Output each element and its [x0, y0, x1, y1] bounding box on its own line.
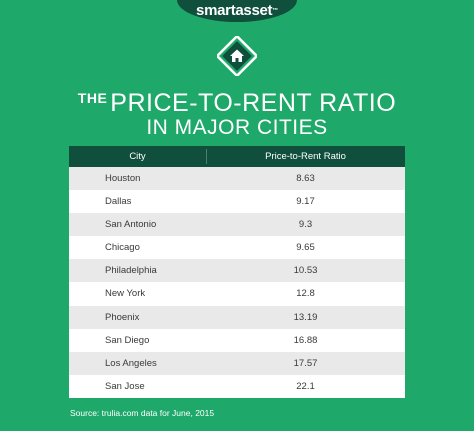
ratio-cell: 10.53 — [293, 265, 318, 277]
city-cell: Dallas — [105, 196, 132, 208]
table-row: Houston 8.63 — [69, 167, 405, 191]
brand-trademark: ™ — [272, 8, 278, 14]
page-title: THE PRICE-TO-RENT RATIO — [0, 84, 474, 117]
city-cell: San Diego — [105, 334, 150, 346]
home-icon — [217, 36, 257, 76]
title-prefix: THE — [77, 90, 108, 106]
brand-logo: smartasset™ — [177, 0, 297, 22]
table-row: San Antonio 9.3 — [69, 213, 405, 237]
column-header-city: City — [129, 151, 146, 162]
table-row: New York 12.8 — [69, 282, 405, 306]
ratio-cell: 9.17 — [296, 196, 315, 208]
city-cell: San Jose — [105, 380, 145, 392]
ratio-table: City Price-to-Rent Ratio Houston 8.63 Dal… — [69, 146, 405, 398]
table-header: City Price-to-Rent Ratio — [69, 146, 405, 167]
table-row: San Jose 22.1 — [69, 374, 405, 398]
ratio-cell: 12.8 — [296, 288, 315, 300]
city-cell: San Antonio — [105, 219, 157, 231]
source-note: Source: trulia.com data for June, 2015 — [70, 408, 215, 418]
table-row: Phoenix 13.19 — [69, 305, 405, 329]
city-cell: Chicago — [105, 242, 140, 254]
table-row: San Diego 16.88 — [69, 328, 405, 352]
ratio-cell: 9.3 — [298, 219, 313, 231]
column-header-ratio: Price-to-Rent Ratio — [265, 151, 346, 162]
ratio-cell: 17.57 — [293, 357, 318, 369]
ratio-cell: 8.63 — [296, 173, 315, 184]
city-cell: Philadelphia — [105, 265, 157, 277]
table-row: Chicago 9.65 — [69, 236, 405, 260]
table-body: Houston 8.63 Dallas 9.17 San Antonio 9.3 Ch… — [69, 167, 405, 398]
ratio-cell: 16.88 — [293, 334, 318, 346]
brand-name: smartasset — [196, 2, 273, 19]
table-row: Dallas 9.17 — [69, 190, 405, 214]
title-main: PRICE-TO-RENT RATIO — [110, 89, 397, 117]
header-divider — [206, 149, 207, 164]
city-cell: New York — [105, 288, 146, 300]
page-subtitle: IN MAJOR CITIES — [146, 116, 328, 139]
ratio-cell: 13.19 — [293, 311, 318, 323]
city-cell: Phoenix — [105, 311, 140, 323]
ratio-cell: 22.1 — [296, 380, 315, 392]
table-row: Los Angeles 17.57 — [69, 351, 405, 375]
ratio-cell: 9.65 — [296, 242, 315, 254]
city-cell: Houston — [105, 173, 141, 184]
city-cell: Los Angeles — [105, 357, 157, 369]
table-row: Philadelphia 10.53 — [69, 259, 405, 283]
